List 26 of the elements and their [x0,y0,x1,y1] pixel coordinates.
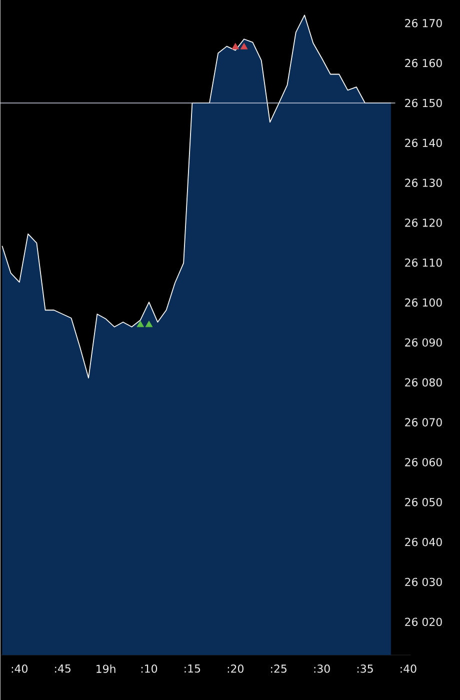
y-tick-label: 26 150 [404,98,442,108]
x-tick-label: :15 [184,664,200,673]
y-tick-label: 26 050 [404,498,442,506]
y-tick-label: 26 020 [404,618,442,626]
y-tick-label: 26 160 [404,58,442,68]
x-tick-label: :35 [357,664,373,673]
x-tick-label: :30 [314,664,330,673]
x-tick-label: :40 [400,664,416,673]
y-tick-label: 26 110 [404,258,442,267]
y-tick-label: 26 060 [404,458,442,466]
y-tick-label: 26 030 [404,578,442,586]
x-tick-label: :25 [270,664,286,673]
x-tick-label: :45 [54,664,70,673]
y-tick-label: 26 070 [404,418,442,426]
y-tick-label: 26 130 [404,178,442,187]
y-tick-label: 26 170 [404,19,442,28]
y-tick-label: 26 080 [404,378,442,387]
y-tick-label: 26 140 [404,138,442,148]
y-tick-label: 26 090 [404,338,442,347]
y-tick-label: 26 100 [404,298,442,307]
x-tick-label: :10 [141,664,157,673]
y-tick-label: 26 120 [404,218,442,227]
x-tick-label: 19h [96,664,116,673]
x-tick-label: :20 [228,664,244,673]
y-tick-label: 26 040 [404,538,442,546]
x-tick-label: :40 [12,664,28,673]
